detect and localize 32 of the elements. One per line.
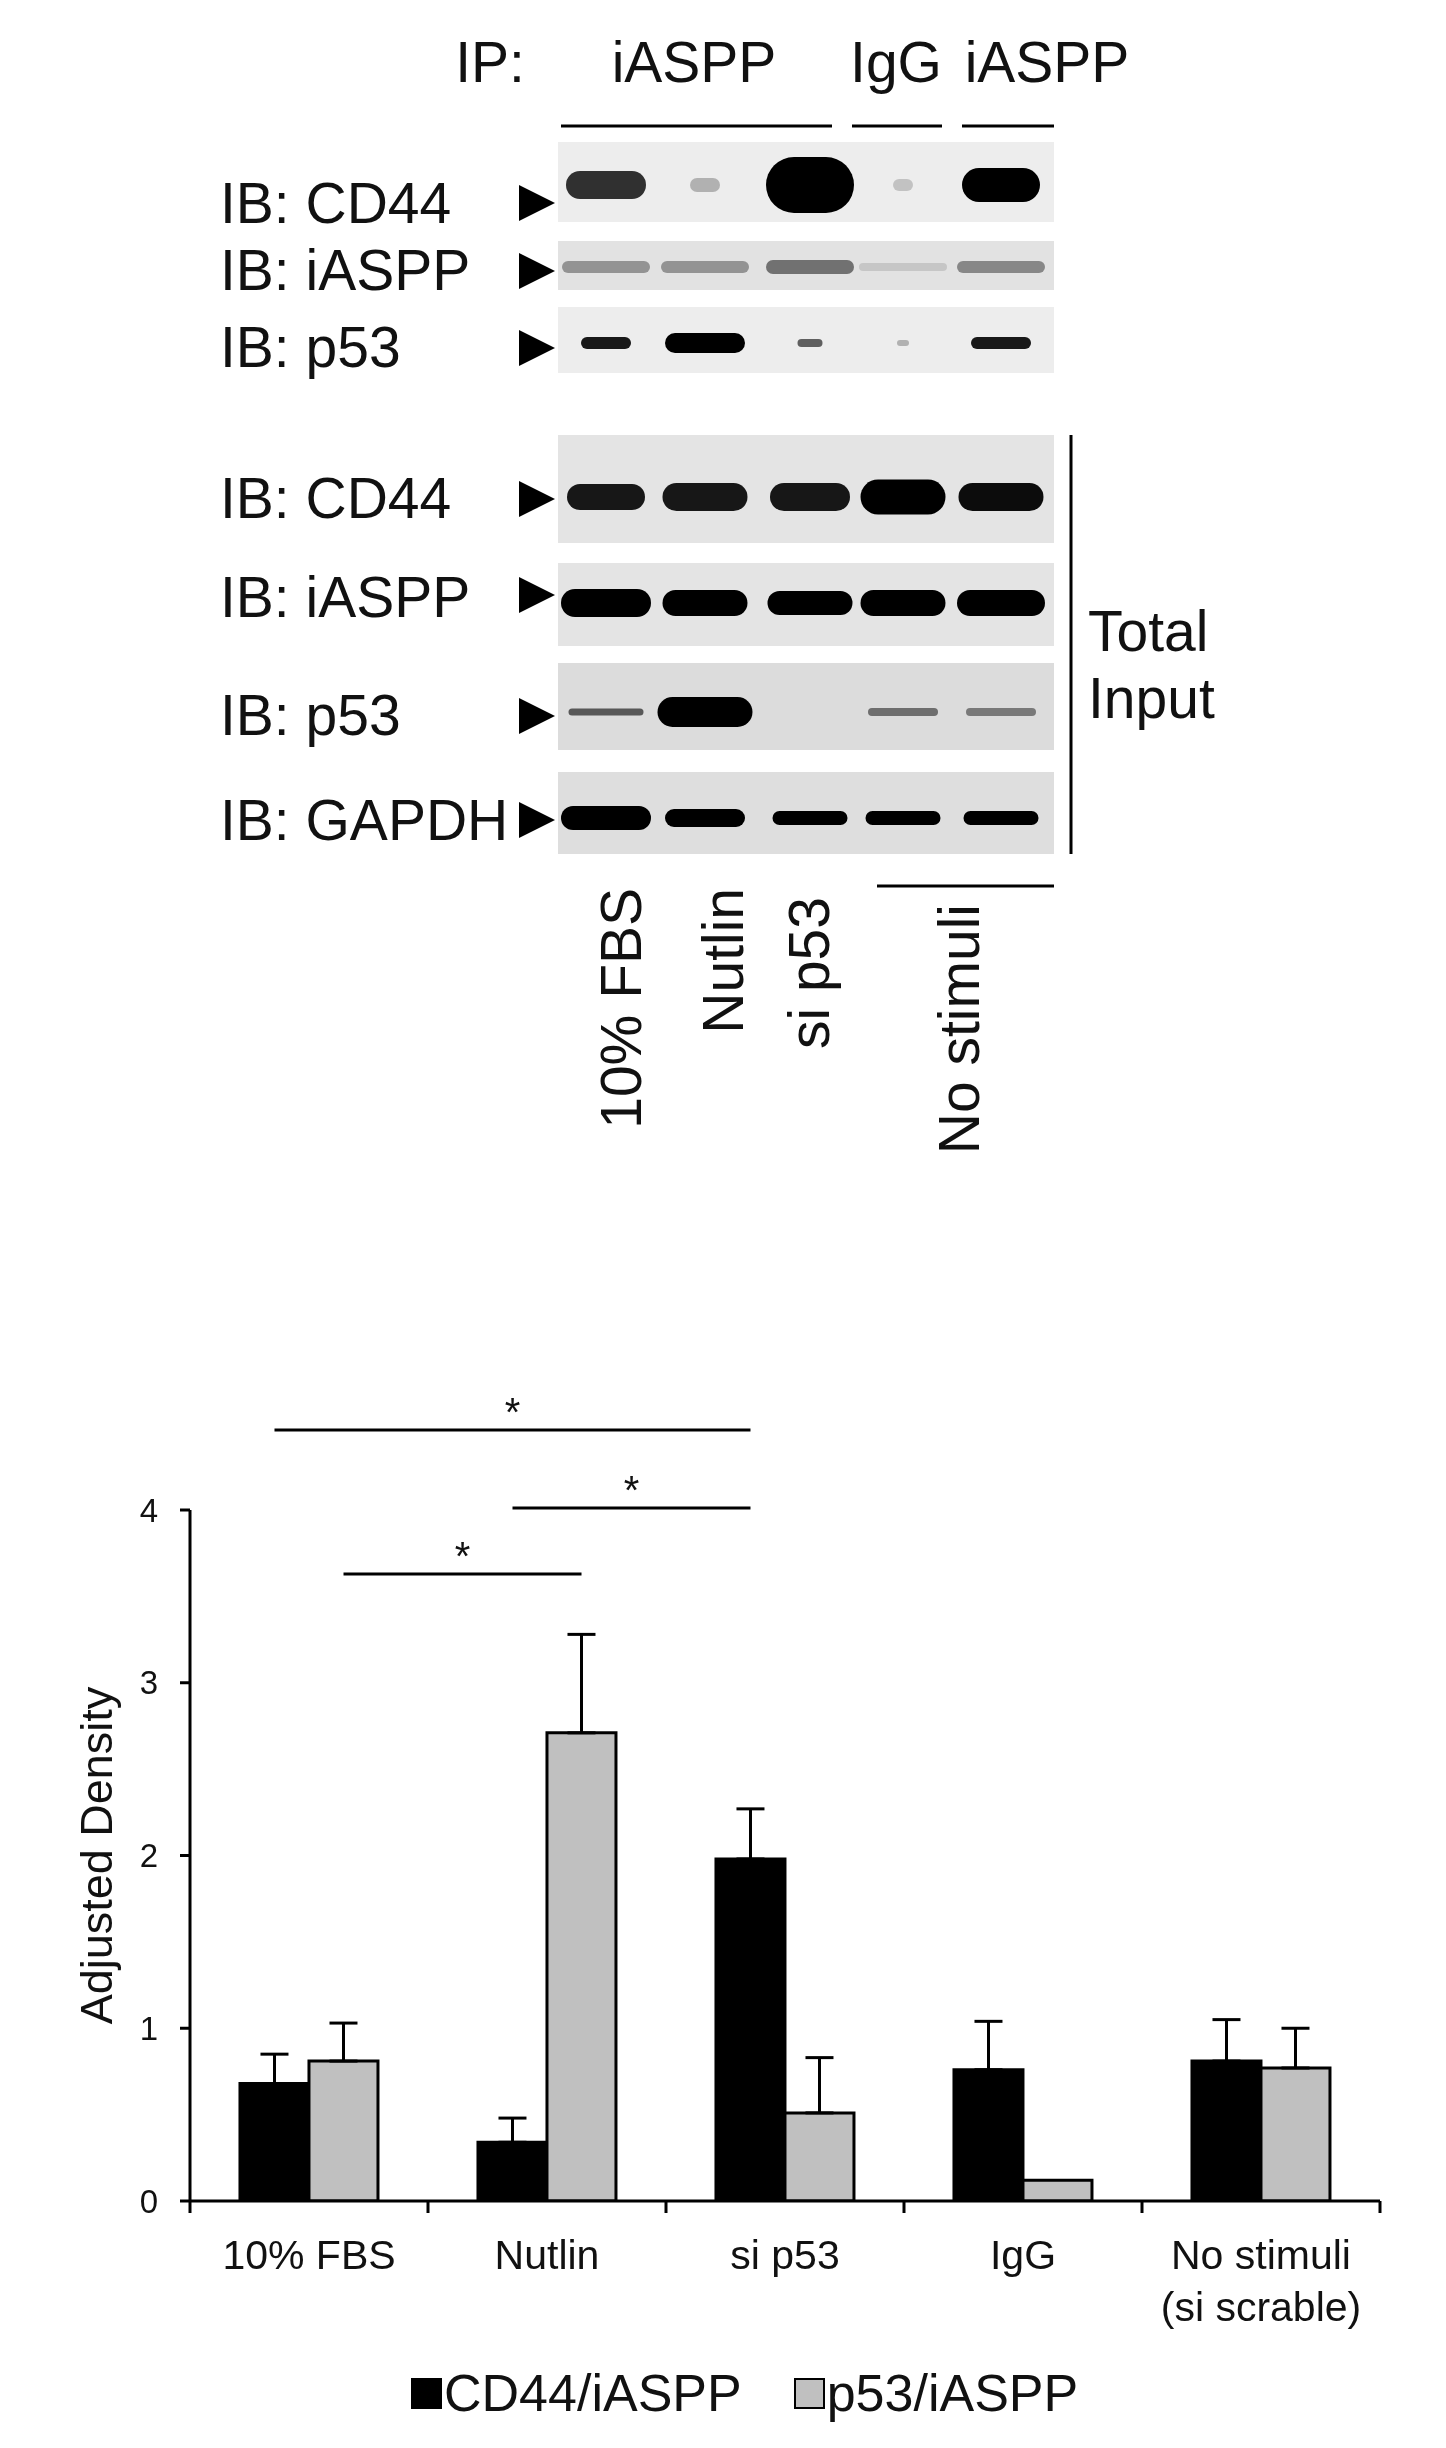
y-tick-label: 2 <box>139 1837 158 1875</box>
annotation: * <box>623 1468 640 1512</box>
text: si p53 <box>777 897 841 1050</box>
text: 10% FBS <box>589 888 653 1129</box>
text: IB: p53 <box>220 683 401 747</box>
x-tick-label: Nutlin <box>494 2232 600 2278</box>
y-tick-label: 0 <box>139 2182 158 2220</box>
text: IB: CD44 <box>220 171 452 235</box>
y-tick-label: 3 <box>139 1664 158 1702</box>
text: IB: iASPP <box>220 565 471 629</box>
x-tick-label: 10% FBS <box>222 2232 396 2278</box>
annotation: * <box>454 1534 471 1578</box>
text: IB: GAPDH <box>220 788 509 852</box>
text: iASPP <box>611 30 777 94</box>
text: iASPP <box>964 30 1130 94</box>
text: * <box>504 1390 521 1434</box>
text: IB: CD44 <box>220 466 452 530</box>
text: IP: <box>455 30 525 94</box>
y-tick-label: 4 <box>139 1491 158 1529</box>
legend-label: p53/iASPP <box>826 2363 1079 2423</box>
text: IB: iASPP <box>220 238 471 302</box>
text: No stimuli <box>927 904 991 1155</box>
y-axis-title: Adjusted Density <box>71 1686 122 2025</box>
text: IB: p53 <box>220 315 401 379</box>
text: Total Input <box>1088 599 1215 730</box>
text: Nutlin <box>691 888 755 1034</box>
x-tick-label: si p53 <box>730 2232 840 2278</box>
legend-label: CD44/iASPP <box>444 2363 742 2423</box>
x-tick-label: IgG <box>989 2232 1057 2278</box>
y-tick-label: 1 <box>139 2009 158 2047</box>
text: IgG <box>850 30 942 94</box>
x-tick-label: No stimuli (si scrable) <box>1160 2232 1362 2330</box>
